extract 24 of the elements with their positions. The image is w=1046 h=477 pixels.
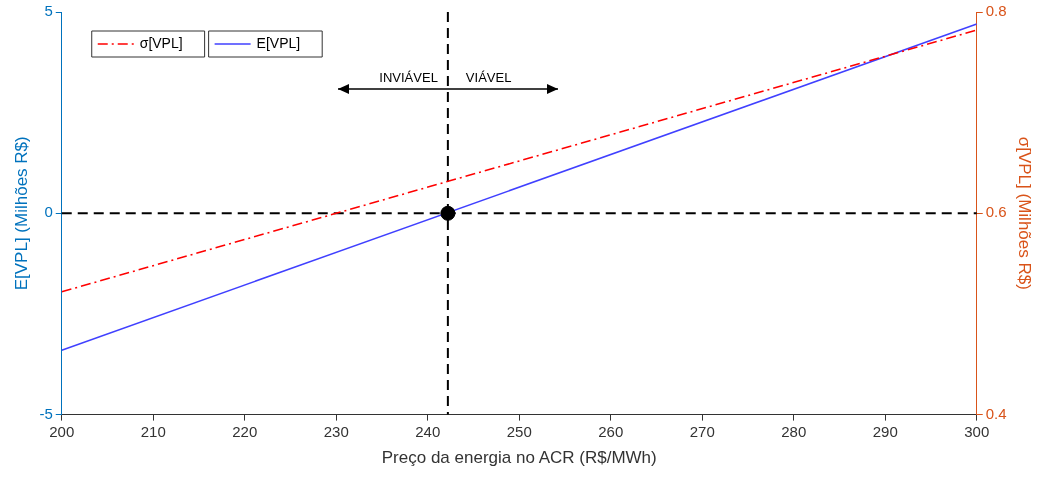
y-tick-label: 5: [44, 2, 53, 20]
x-tick-label: 300: [964, 422, 990, 440]
x-tick-label: 290: [872, 422, 898, 440]
x-tick-label: 280: [781, 422, 807, 440]
y-tick-label: 0: [44, 203, 53, 221]
x-tick-label: 230: [323, 422, 349, 440]
x-tick-label: 240: [415, 422, 441, 440]
x-tick-label: 260: [598, 422, 624, 440]
x-tick-label: 270: [689, 422, 715, 440]
legend-label: σ[VPL]: [139, 34, 183, 51]
x-axis-title: Preço da energia no ACR (R$/MWh): [381, 448, 657, 468]
annotation: INVIÁVEL: [379, 70, 438, 85]
y2-tick-label: 0.6: [985, 203, 1007, 221]
y2-tick-label: 0.8: [985, 2, 1007, 20]
y-tick-label: -5: [39, 404, 53, 422]
x-tick-label: 200: [49, 422, 75, 440]
x-tick-label: 220: [232, 422, 258, 440]
y-axis-title: E[VPL] (Milhões R$): [11, 136, 31, 291]
y2-axis-title: σ[VPL] (Milhões R$): [1015, 136, 1035, 290]
x-tick-label: 250: [506, 422, 532, 440]
legend-label: E[VPL]: [256, 34, 301, 51]
x-tick-label: 210: [140, 422, 166, 440]
y2-tick-label: 0.4: [985, 404, 1007, 422]
annotation: VIÁVEL: [465, 70, 512, 85]
